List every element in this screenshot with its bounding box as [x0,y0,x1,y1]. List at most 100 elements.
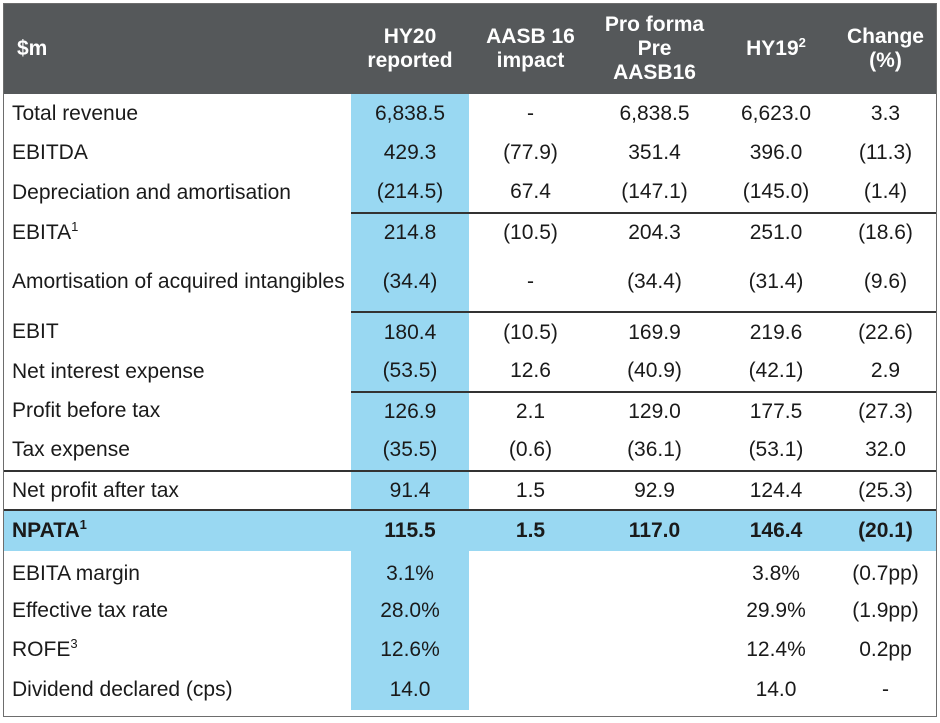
metric-row: Dividend declared (cps) 14.0 14.0 - [4,670,936,710]
cell-change: 0.2pp [859,638,912,662]
table-row: Amortisation of acquired intangibles (34… [4,252,936,313]
cell-aasb16: - [527,269,534,293]
row-label: ROFE3 [12,636,78,662]
header-pro-forma: Pro forma Pre AASB16 [592,4,717,94]
financial-summary-table-frame: $m HY20 reported AASB 16 impact Pro forma P… [3,3,937,717]
table-row: Net interest expense (53.5) 12.6 (40.9) … [4,351,936,392]
cell-hy20: (53.5) [351,351,469,392]
cell-pro-forma: 129.0 [592,390,717,432]
cell-aasb16: (77.9) [503,141,558,165]
cell-hy20: 91.4 [351,469,469,511]
npata-total-row: NPATA1 115.5 1.5 117.0 146.4 (20.1) [4,509,936,552]
cell-change: 2.9 [870,359,901,383]
cell-aasb16: 12.6 [510,359,551,383]
cell-hy19: 6,623.0 [740,101,812,125]
cell-aasb16 [469,631,592,671]
table-row: EBIT 180.4 (10.5) 169.9 219.6 (22.6) [4,311,936,352]
cell-change: (1.4) [863,180,908,204]
cell-hy20: (214.5) [351,173,469,213]
cell-hy19: (42.1) [748,359,804,383]
cell-pro-forma: 92.9 [592,469,717,511]
cell-change: (20.1) [835,509,936,552]
cell-hy19: 219.6 [717,311,835,352]
cell-hy20: 3.1% [351,551,469,591]
cell-change: (0.7pp) [852,562,919,586]
cell-hy20: (35.5) [351,431,469,471]
cell-hy19: 12.4% [746,638,806,662]
row-label: Depreciation and amortisation [12,180,291,204]
header-label: $m [4,4,351,94]
cell-pro-forma [592,551,717,591]
cell-aasb16: 67.4 [510,180,551,204]
row-label: EBITA margin [12,562,140,586]
cell-change: 32.0 [865,438,906,462]
header-change: Change (%) [835,4,936,94]
metric-row: EBITA margin 3.1% 3.8% (0.7pp) [4,551,936,591]
cell-pro-forma: 117.0 [592,509,717,552]
table-row: Profit before tax 126.9 2.1 129.0 177.5 … [4,390,936,432]
cell-hy19: 14.0 [755,677,797,701]
cell-hy20: 28.0% [351,590,469,631]
cell-aasb16: 2.1 [469,390,592,432]
cell-pro-forma: (34.4) [627,269,682,293]
table-row: EBITDA 429.3 (77.9) 351.4 396.0 (11.3) [4,133,936,174]
cell-pro-forma [592,631,717,671]
cell-hy20: 14.0 [351,670,469,710]
cell-hy19: 146.4 [717,509,835,552]
cell-pro-forma: (147.1) [621,180,688,204]
header-hy20: HY20 reported [351,4,469,94]
cell-aasb16: (10.5) [469,211,592,253]
table-row: Depreciation and amortisation (214.5) 67… [4,173,936,213]
cell-aasb16: 1.5 [469,509,592,552]
cell-change: (25.3) [835,469,936,511]
cell-pro-forma: 351.4 [628,141,681,165]
cell-hy19: 251.0 [717,211,835,253]
row-label: Net interest expense [12,359,205,383]
cell-hy19: (53.1) [748,438,804,462]
cell-pro-forma: 6,838.5 [619,101,690,125]
cell-aasb16: 1.5 [469,469,592,511]
cell-aasb16: - [527,101,534,125]
cell-hy19: 3.8% [752,562,800,586]
cell-pro-forma: (40.9) [627,359,682,383]
metric-row: ROFE3 12.6% 12.4% 0.2pp [4,630,936,671]
table-header-row: $m HY20 reported AASB 16 impact Pro forma P… [4,4,936,94]
cell-hy20: 6,838.5 [351,94,469,134]
cell-change: - [882,677,889,701]
cell-pro-forma: (36.1) [627,438,682,462]
row-label: Dividend declared (cps) [12,677,233,701]
cell-pro-forma [592,670,717,710]
cell-hy19: 396.0 [749,141,803,165]
row-label: Tax expense [12,438,130,462]
table-row: EBITA1 214.8 (10.5) 204.3 251.0 (18.6) [4,211,936,253]
cell-pro-forma: 204.3 [592,211,717,253]
cell-hy20: (34.4) [351,252,469,313]
header-aasb16-impact: AASB 16 impact [469,4,592,94]
cell-aasb16: (0.6) [508,438,553,462]
row-label: NPATA1 [4,509,351,552]
cell-hy19: (31.4) [748,269,804,293]
cell-change: (22.6) [835,311,936,352]
cell-hy19: (145.0) [742,180,810,204]
cell-change: (11.3) [858,141,913,165]
cell-change: (1.9pp) [852,598,919,622]
table-row: Total revenue 6,838.5 - 6,838.5 6,623.0 … [4,94,936,134]
cell-hy20: 180.4 [351,311,469,352]
cell-hy19: 124.4 [717,469,835,511]
cell-pro-forma: 169.9 [592,311,717,352]
cell-hy20: 429.3 [351,133,469,174]
cell-change: (27.3) [835,390,936,432]
cell-pro-forma [592,591,717,631]
cell-aasb16 [469,670,592,710]
cell-aasb16 [469,591,592,631]
table-row: Tax expense (35.5) (0.6) (36.1) (53.1) 3… [4,431,936,471]
cell-hy20: 115.5 [351,509,469,552]
cell-aasb16: (10.5) [469,311,592,352]
row-label: EBITA1 [12,218,79,244]
row-label: EBITDA [12,141,88,165]
cell-hy20: 126.9 [351,390,469,432]
metric-row: Effective tax rate 28.0% 29.9% (1.9pp) [4,590,936,631]
cell-hy19: 29.9% [746,598,806,622]
cell-aasb16 [469,551,592,591]
row-label: Effective tax rate [12,598,169,622]
